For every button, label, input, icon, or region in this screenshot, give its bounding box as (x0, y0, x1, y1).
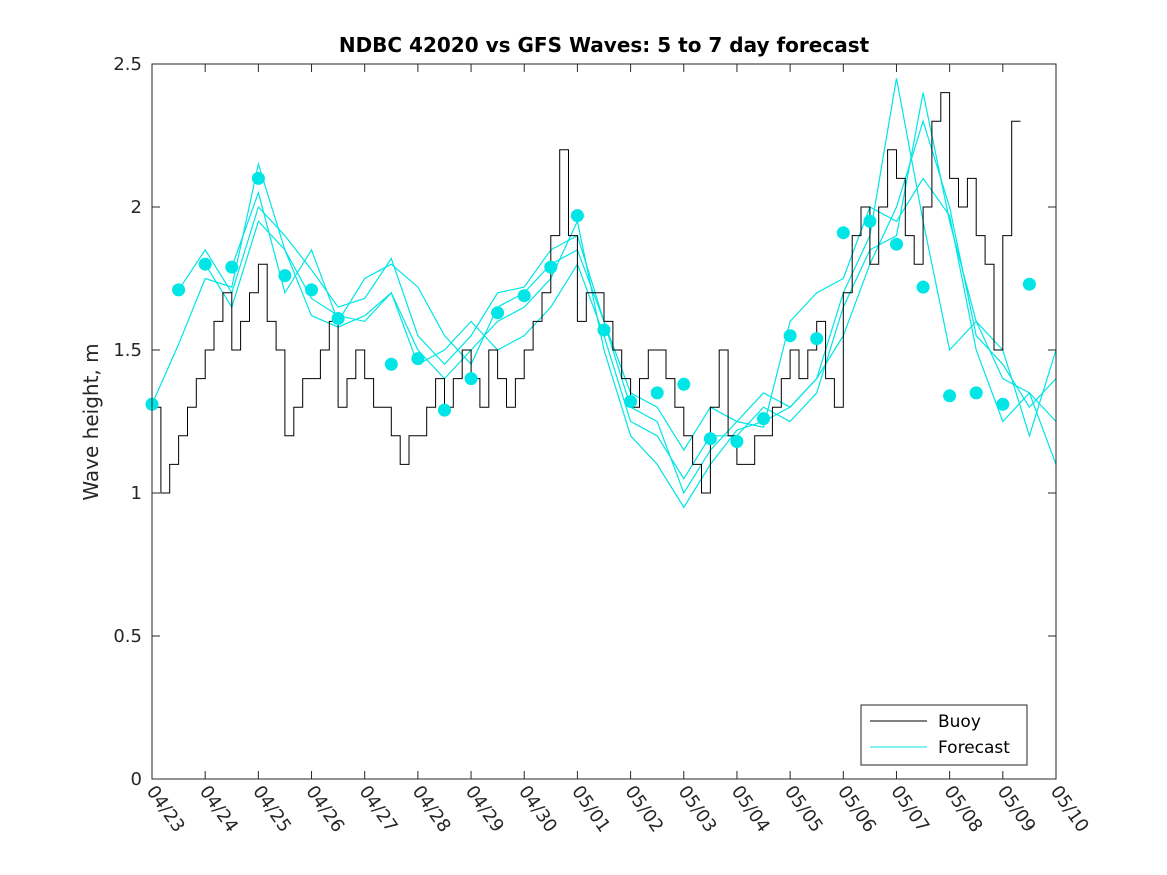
y-axis: 0 0.5 1 1.5 2 2.5 (113, 54, 1056, 790)
forecast-markers (145, 171, 1036, 448)
forecast-point (491, 306, 505, 320)
forecast-point (225, 260, 239, 274)
forecast-point (411, 352, 425, 366)
forecast-point (650, 386, 664, 400)
forecast-point (517, 289, 531, 303)
x-tick-label: 05/03 (674, 782, 721, 837)
forecast-run-line-3 (204, 92, 1057, 480)
x-tick-label: 05/05 (780, 782, 827, 837)
forecast-point (384, 357, 398, 371)
forecast-point (438, 403, 451, 417)
y-axis-label: Wave height, m (79, 343, 103, 500)
x-tick-label: 05/10 (1046, 782, 1093, 837)
y-tick-label: 2.5 (113, 54, 142, 75)
forecast-run-line-1 (151, 78, 1057, 509)
chart-title: NDBC 42020 vs GFS Waves: 5 to 7 day fore… (339, 33, 870, 57)
forecast-point (836, 226, 850, 240)
forecast-point (624, 395, 638, 408)
x-tick-label: 04/29 (461, 782, 508, 837)
plot-area (145, 78, 1057, 509)
forecast-point (597, 323, 611, 337)
forecast-point (331, 312, 345, 325)
forecast-point (890, 237, 903, 251)
y-tick-label: 1 (131, 483, 142, 504)
legend: Buoy Forecast (860, 704, 1028, 766)
x-tick-label: 05/06 (833, 782, 880, 837)
forecast-lines (151, 78, 1057, 509)
forecast-point (996, 397, 1010, 411)
forecast-point (305, 283, 318, 297)
x-tick-label: 05/08 (940, 782, 987, 837)
x-tick-label: 05/07 (886, 782, 933, 837)
buoy-series-line (152, 92, 1021, 494)
forecast-point (544, 260, 558, 274)
x-tick-label: 04/25 (248, 782, 295, 837)
forecast-run-line-4 (231, 177, 1057, 452)
forecast-point (916, 280, 930, 294)
forecast-point (703, 432, 717, 446)
legend-forecast-label: Forecast (938, 738, 1010, 758)
y-tick-label: 1.5 (113, 340, 142, 361)
forecast-point (278, 269, 292, 283)
x-tick-label: 04/23 (142, 782, 189, 837)
x-tick-label: 04/30 (514, 782, 561, 837)
y-tick-label: 0 (131, 769, 142, 790)
forecast-point (969, 386, 983, 400)
forecast-point (570, 209, 584, 223)
x-tick-label: 04/28 (408, 782, 455, 837)
buoy-line (152, 92, 1021, 494)
plot-frame (151, 63, 1057, 780)
x-tick-label: 05/01 (567, 782, 614, 837)
forecast-point (251, 171, 265, 185)
forecast-point (677, 377, 691, 391)
forecast-point (810, 332, 824, 346)
legend-buoy-label: Buoy (938, 712, 981, 732)
legend-box (860, 704, 1028, 766)
forecast-point (863, 214, 877, 228)
forecast-point (783, 329, 797, 343)
forecast-point (198, 257, 212, 271)
forecast-point (730, 435, 744, 448)
x-tick-label: 05/04 (727, 782, 774, 837)
y-tick-label: 0.5 (113, 626, 142, 647)
x-tick-label: 04/27 (355, 782, 402, 837)
x-tick-label: 05/09 (993, 782, 1040, 837)
x-tick-label: 05/02 (620, 782, 667, 837)
forecast-point (172, 283, 186, 297)
forecast-point (464, 372, 478, 386)
y-tick-label: 2 (131, 197, 142, 218)
forecast-run-line-2 (178, 119, 1057, 495)
forecast-point (943, 389, 957, 403)
x-tick-label: 04/24 (195, 782, 242, 837)
forecast-point (757, 412, 770, 426)
x-tick-label: 04/26 (301, 782, 348, 837)
forecast-point (1022, 277, 1036, 291)
